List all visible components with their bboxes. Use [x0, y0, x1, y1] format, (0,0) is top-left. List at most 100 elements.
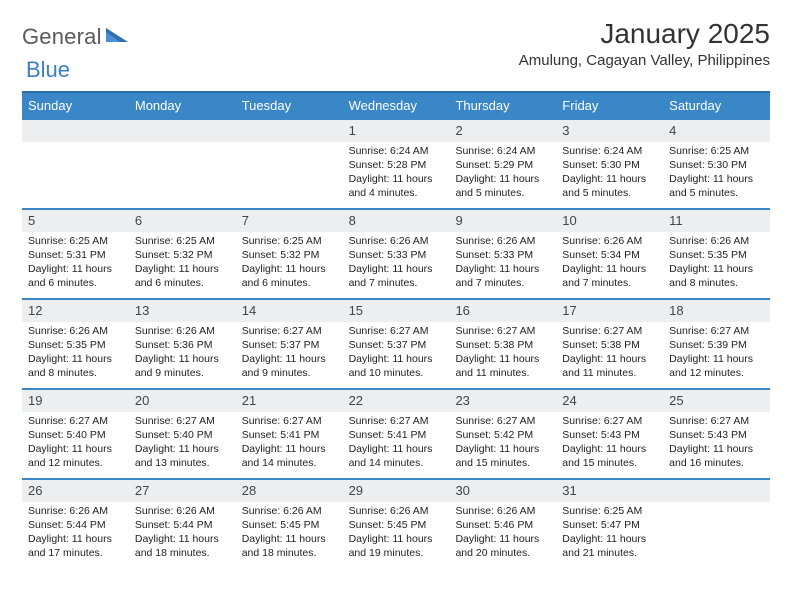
day-number	[236, 120, 343, 142]
day-number: 30	[449, 480, 556, 502]
day-body: Sunrise: 6:27 AMSunset: 5:39 PMDaylight:…	[663, 322, 770, 387]
day-line: Sunrise: 6:27 AM	[242, 414, 337, 428]
day-cell: 13Sunrise: 6:26 AMSunset: 5:36 PMDayligh…	[129, 300, 236, 388]
day-body	[22, 142, 129, 150]
logo-text-general: General	[22, 24, 102, 50]
day-line: Daylight: 11 hours and 10 minutes.	[349, 352, 444, 380]
week-row: 26Sunrise: 6:26 AMSunset: 5:44 PMDayligh…	[22, 478, 770, 568]
day-line: Sunset: 5:38 PM	[455, 338, 550, 352]
day-line: Sunset: 5:36 PM	[135, 338, 230, 352]
day-line: Daylight: 11 hours and 13 minutes.	[135, 442, 230, 470]
day-number: 11	[663, 210, 770, 232]
day-cell: 7Sunrise: 6:25 AMSunset: 5:32 PMDaylight…	[236, 210, 343, 298]
day-number: 2	[449, 120, 556, 142]
day-line: Sunset: 5:32 PM	[135, 248, 230, 262]
day-line: Sunset: 5:33 PM	[349, 248, 444, 262]
day-line: Sunrise: 6:25 AM	[562, 504, 657, 518]
day-line: Sunrise: 6:25 AM	[28, 234, 123, 248]
day-number: 16	[449, 300, 556, 322]
day-line: Sunrise: 6:26 AM	[349, 234, 444, 248]
day-line: Sunrise: 6:25 AM	[135, 234, 230, 248]
day-cell: 4Sunrise: 6:25 AMSunset: 5:30 PMDaylight…	[663, 120, 770, 208]
day-line: Daylight: 11 hours and 18 minutes.	[135, 532, 230, 560]
day-cell: 25Sunrise: 6:27 AMSunset: 5:43 PMDayligh…	[663, 390, 770, 478]
day-body: Sunrise: 6:27 AMSunset: 5:38 PMDaylight:…	[556, 322, 663, 387]
day-line: Sunrise: 6:26 AM	[135, 324, 230, 338]
day-cell: 21Sunrise: 6:27 AMSunset: 5:41 PMDayligh…	[236, 390, 343, 478]
logo-text-blue: Blue	[26, 57, 70, 83]
dow-monday: Monday	[129, 93, 236, 118]
calendar-page: General January 2025 Amulung, Cagayan Va…	[0, 0, 792, 612]
day-line: Daylight: 11 hours and 14 minutes.	[242, 442, 337, 470]
dow-saturday: Saturday	[663, 93, 770, 118]
day-number	[663, 480, 770, 502]
day-line: Sunset: 5:44 PM	[135, 518, 230, 532]
day-line: Sunset: 5:43 PM	[669, 428, 764, 442]
day-line: Sunrise: 6:24 AM	[562, 144, 657, 158]
day-line: Sunset: 5:42 PM	[455, 428, 550, 442]
day-line: Sunrise: 6:27 AM	[135, 414, 230, 428]
day-number: 17	[556, 300, 663, 322]
day-line: Sunset: 5:39 PM	[669, 338, 764, 352]
week-row: 5Sunrise: 6:25 AMSunset: 5:31 PMDaylight…	[22, 208, 770, 298]
day-number: 12	[22, 300, 129, 322]
day-line: Sunset: 5:45 PM	[349, 518, 444, 532]
day-body: Sunrise: 6:27 AMSunset: 5:42 PMDaylight:…	[449, 412, 556, 477]
day-line: Sunrise: 6:26 AM	[455, 234, 550, 248]
day-number: 21	[236, 390, 343, 412]
day-cell: 3Sunrise: 6:24 AMSunset: 5:30 PMDaylight…	[556, 120, 663, 208]
day-body: Sunrise: 6:26 AMSunset: 5:36 PMDaylight:…	[129, 322, 236, 387]
day-line: Sunrise: 6:24 AM	[455, 144, 550, 158]
day-number: 23	[449, 390, 556, 412]
day-number: 4	[663, 120, 770, 142]
day-line: Sunset: 5:47 PM	[562, 518, 657, 532]
day-body: Sunrise: 6:26 AMSunset: 5:34 PMDaylight:…	[556, 232, 663, 297]
day-line: Sunset: 5:35 PM	[28, 338, 123, 352]
week-row: 1Sunrise: 6:24 AMSunset: 5:28 PMDaylight…	[22, 118, 770, 208]
day-line: Sunrise: 6:26 AM	[28, 504, 123, 518]
calendar: Sunday Monday Tuesday Wednesday Thursday…	[22, 91, 770, 568]
day-number	[22, 120, 129, 142]
logo-flag-icon	[106, 26, 128, 49]
day-body: Sunrise: 6:25 AMSunset: 5:30 PMDaylight:…	[663, 142, 770, 207]
day-number: 3	[556, 120, 663, 142]
day-line: Sunrise: 6:26 AM	[242, 504, 337, 518]
day-body: Sunrise: 6:26 AMSunset: 5:45 PMDaylight:…	[343, 502, 450, 567]
day-line: Daylight: 11 hours and 7 minutes.	[455, 262, 550, 290]
day-body	[129, 142, 236, 150]
title-block: January 2025 Amulung, Cagayan Valley, Ph…	[519, 18, 770, 69]
logo: General	[22, 24, 130, 50]
day-number: 15	[343, 300, 450, 322]
day-line: Daylight: 11 hours and 19 minutes.	[349, 532, 444, 560]
day-line: Sunset: 5:45 PM	[242, 518, 337, 532]
day-line: Daylight: 11 hours and 5 minutes.	[455, 172, 550, 200]
day-body: Sunrise: 6:26 AMSunset: 5:45 PMDaylight:…	[236, 502, 343, 567]
day-body: Sunrise: 6:27 AMSunset: 5:43 PMDaylight:…	[556, 412, 663, 477]
day-number: 1	[343, 120, 450, 142]
day-cell: 14Sunrise: 6:27 AMSunset: 5:37 PMDayligh…	[236, 300, 343, 388]
day-cell	[663, 480, 770, 568]
day-line: Sunset: 5:40 PM	[135, 428, 230, 442]
dow-sunday: Sunday	[22, 93, 129, 118]
day-line: Sunrise: 6:27 AM	[562, 414, 657, 428]
day-line: Daylight: 11 hours and 16 minutes.	[669, 442, 764, 470]
day-cell: 24Sunrise: 6:27 AMSunset: 5:43 PMDayligh…	[556, 390, 663, 478]
day-cell: 18Sunrise: 6:27 AMSunset: 5:39 PMDayligh…	[663, 300, 770, 388]
day-line: Sunset: 5:29 PM	[455, 158, 550, 172]
day-line: Daylight: 11 hours and 14 minutes.	[349, 442, 444, 470]
day-body: Sunrise: 6:26 AMSunset: 5:35 PMDaylight:…	[22, 322, 129, 387]
day-cell: 17Sunrise: 6:27 AMSunset: 5:38 PMDayligh…	[556, 300, 663, 388]
day-line: Sunset: 5:32 PM	[242, 248, 337, 262]
day-number: 7	[236, 210, 343, 232]
day-body: Sunrise: 6:26 AMSunset: 5:44 PMDaylight:…	[129, 502, 236, 567]
day-line: Daylight: 11 hours and 6 minutes.	[28, 262, 123, 290]
day-body: Sunrise: 6:26 AMSunset: 5:46 PMDaylight:…	[449, 502, 556, 567]
day-number: 22	[343, 390, 450, 412]
day-number: 28	[236, 480, 343, 502]
day-cell	[236, 120, 343, 208]
day-cell: 30Sunrise: 6:26 AMSunset: 5:46 PMDayligh…	[449, 480, 556, 568]
day-cell: 5Sunrise: 6:25 AMSunset: 5:31 PMDaylight…	[22, 210, 129, 298]
weeks-container: 1Sunrise: 6:24 AMSunset: 5:28 PMDaylight…	[22, 118, 770, 568]
day-line: Sunset: 5:43 PM	[562, 428, 657, 442]
day-line: Daylight: 11 hours and 15 minutes.	[455, 442, 550, 470]
